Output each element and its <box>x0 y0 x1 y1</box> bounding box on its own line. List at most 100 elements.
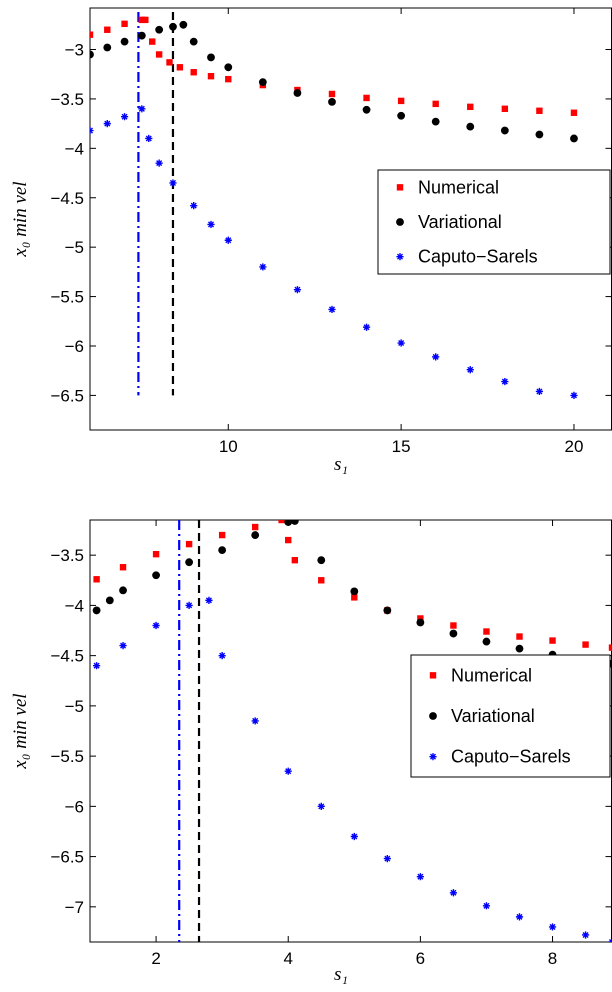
legend-marker <box>429 712 437 720</box>
data-point <box>432 100 439 108</box>
data-point <box>90 126 94 135</box>
data-point <box>515 913 524 921</box>
data-point <box>291 556 299 564</box>
data-point <box>155 51 163 58</box>
x-axis-label: s₁ <box>334 454 348 475</box>
y-tick-label: −3 <box>65 41 84 60</box>
chart-panel-bottom: 2 4 6 8 −3.5 −4 −4.5 −5 −5.5 −6 −6.5 −7 s₁ x₀ min vel… <box>10 519 612 985</box>
y-tick-label: −3.5 <box>50 90 84 109</box>
data-point <box>119 564 127 571</box>
data-point <box>149 38 156 45</box>
data-point <box>416 873 424 881</box>
legend-label: Caputo−Sarels <box>418 247 538 267</box>
chart-panel-top: 10 15 20 −3 −3.5 −4 −4.5 −5 −5.5 −6 −6.5 s₁ x₀ min v… <box>10 7 612 475</box>
data-point <box>138 16 146 24</box>
data-point <box>608 938 612 942</box>
y-tick-label: −4.5 <box>50 647 84 666</box>
data-point <box>397 111 406 120</box>
data-point <box>93 576 100 583</box>
data-point <box>169 179 177 187</box>
data-point <box>224 236 232 244</box>
data-point <box>581 931 590 939</box>
data-point <box>207 220 215 229</box>
data-point <box>570 391 578 400</box>
data-point <box>189 37 198 46</box>
x-tick-label: 15 <box>392 437 411 456</box>
data-point <box>155 159 163 167</box>
y-tick-label: −4 <box>65 139 84 158</box>
data-point <box>293 286 302 294</box>
data-point <box>417 615 424 622</box>
data-point <box>501 377 509 386</box>
legend-label: Variational <box>418 212 502 232</box>
data-point <box>218 546 227 555</box>
legend-marker <box>429 753 437 761</box>
data-point <box>501 105 509 113</box>
data-point <box>207 53 215 62</box>
data-point <box>90 50 94 59</box>
data-point <box>142 16 149 24</box>
data-point <box>582 641 589 648</box>
data-point <box>482 637 491 646</box>
legend-marker <box>429 672 437 679</box>
y-axis-label: x₀ min vel <box>10 693 31 769</box>
data-point <box>121 20 128 28</box>
data-point <box>397 97 405 105</box>
data-point <box>137 31 146 40</box>
data-point <box>549 637 556 644</box>
data-point <box>548 923 557 931</box>
data-point <box>317 556 326 565</box>
data-point <box>103 43 112 52</box>
data-point <box>608 644 612 651</box>
data-point <box>328 305 336 314</box>
legend-box <box>377 169 611 275</box>
data-point <box>432 353 440 361</box>
data-point <box>285 536 292 544</box>
data-point <box>383 606 392 615</box>
legend-label: Variational <box>451 706 535 726</box>
data-point <box>317 802 325 810</box>
legend-box <box>410 654 611 778</box>
data-point <box>251 531 260 539</box>
x-tick-label: 8 <box>548 949 557 968</box>
y-tick-label: −7 <box>65 898 84 917</box>
data-point <box>179 20 188 29</box>
data-point <box>104 26 111 33</box>
data-point <box>155 25 164 34</box>
data-point <box>535 387 544 396</box>
data-point <box>176 64 184 71</box>
data-point <box>218 531 226 539</box>
data-point <box>225 75 232 83</box>
data-point <box>258 78 267 87</box>
legend: Numerical Variational Caputo−Sarels <box>410 654 611 778</box>
data-point <box>120 37 129 46</box>
plot-area <box>92 520 612 942</box>
data-point <box>449 629 458 638</box>
legend-label: Numerical <box>418 177 499 197</box>
y-tick-label: −5 <box>65 238 84 257</box>
data-point <box>120 113 129 121</box>
y-axis-label: x₀ min vel <box>10 181 31 257</box>
y-tick-label: −6.5 <box>50 386 84 405</box>
data-point <box>119 641 127 650</box>
data-point <box>351 594 358 601</box>
data-point <box>190 69 197 76</box>
data-point <box>383 855 391 863</box>
series-variational <box>90 20 578 143</box>
data-point <box>284 520 293 526</box>
data-point <box>169 22 177 31</box>
data-point <box>362 105 371 114</box>
legend-marker <box>396 253 404 261</box>
data-point <box>185 601 193 610</box>
data-point <box>185 558 194 567</box>
data-point <box>483 628 490 635</box>
legend-marker <box>396 184 404 191</box>
data-point <box>218 652 226 660</box>
data-point <box>93 662 101 670</box>
y-tick-label: −5 <box>65 697 84 716</box>
data-point <box>293 89 302 97</box>
data-point <box>397 339 405 347</box>
series-numerical <box>90 16 578 116</box>
data-point <box>90 31 94 38</box>
